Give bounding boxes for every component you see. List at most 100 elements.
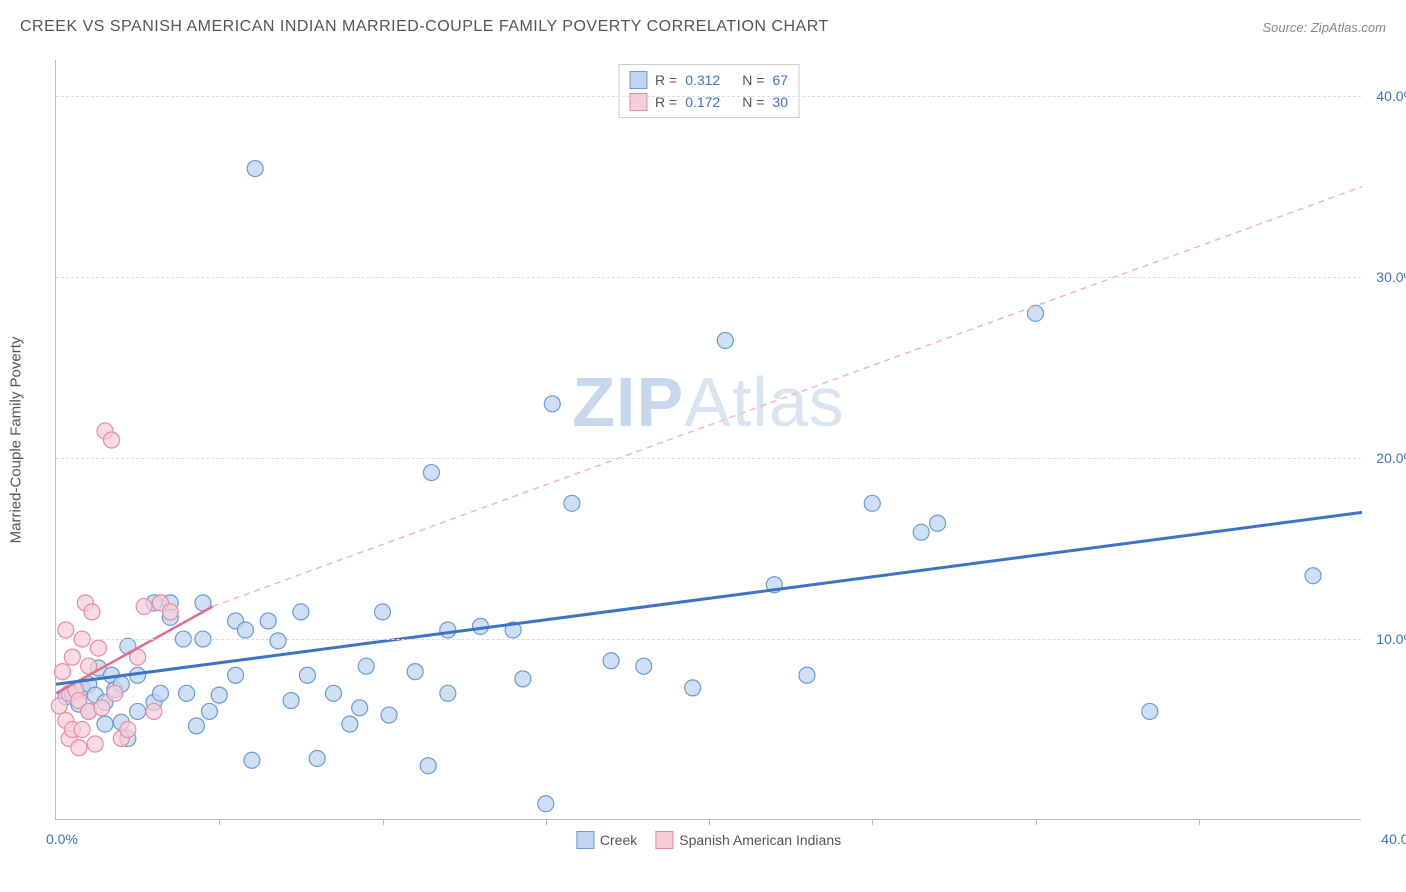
data-point <box>930 515 946 531</box>
legend-r-value: 0.312 <box>685 72 720 88</box>
data-point <box>309 750 325 766</box>
data-point <box>136 598 152 614</box>
data-point <box>717 332 733 348</box>
source-name: ZipAtlas.com <box>1311 20 1386 35</box>
data-point <box>162 604 178 620</box>
legend-n-label: N = <box>742 72 764 88</box>
x-tick <box>1036 819 1037 825</box>
data-point <box>423 465 439 481</box>
data-point <box>420 758 436 774</box>
x-tick <box>872 819 873 825</box>
data-point <box>352 700 368 716</box>
data-point <box>179 685 195 701</box>
data-point <box>260 613 276 629</box>
data-point <box>544 396 560 412</box>
chart-header: CREEK VS SPANISH AMERICAN INDIAN MARRIED… <box>20 18 1386 36</box>
legend-row: R =0.172N =30 <box>629 91 788 113</box>
legend-r-label: R = <box>655 72 677 88</box>
y-tick-label: 40.0% <box>1366 88 1406 104</box>
data-point <box>244 752 260 768</box>
data-point <box>211 687 227 703</box>
data-point <box>237 622 253 638</box>
legend-item: Creek <box>576 831 637 849</box>
data-point <box>358 658 374 674</box>
data-point <box>87 736 103 752</box>
data-point <box>381 707 397 723</box>
data-point <box>515 671 531 687</box>
data-point <box>90 640 106 656</box>
source-label: Source: ZipAtlas.com <box>1262 20 1386 35</box>
legend-swatch <box>655 831 673 849</box>
data-point <box>1142 703 1158 719</box>
data-point <box>130 703 146 719</box>
legend-n-value: 67 <box>772 72 788 88</box>
legend-row: R = 0.312 N = 67 <box>629 69 788 91</box>
data-point <box>636 658 652 674</box>
y-axis-label: Married-Couple Family Poverty <box>8 336 25 543</box>
x-tick <box>709 819 710 825</box>
data-point <box>228 667 244 683</box>
data-point <box>188 718 204 734</box>
data-point <box>913 524 929 540</box>
data-point <box>201 703 217 719</box>
series-legend: Creek Spanish American Indians <box>576 831 841 849</box>
x-axis-max-label: 40.0% <box>1381 831 1406 847</box>
data-point <box>270 633 286 649</box>
plot-svg <box>56 60 1361 819</box>
gridline <box>56 96 1361 97</box>
legend-item: Spanish American Indians <box>655 831 841 849</box>
data-point <box>407 664 423 680</box>
legend-swatch <box>576 831 594 849</box>
data-point <box>146 703 162 719</box>
data-point <box>247 161 263 177</box>
data-point <box>120 722 136 738</box>
y-tick-label: 30.0% <box>1366 269 1406 285</box>
data-point <box>71 740 87 756</box>
trend-line <box>56 512 1362 684</box>
data-point <box>799 667 815 683</box>
data-point <box>58 622 74 638</box>
correlation-legend: R = 0.312 N = 67 R =0.172N =30 <box>618 64 799 118</box>
trend-line-extrapolated <box>213 187 1362 607</box>
data-point <box>152 685 168 701</box>
data-point <box>293 604 309 620</box>
data-point <box>440 685 456 701</box>
gridline <box>56 458 1361 459</box>
y-tick-label: 10.0% <box>1366 631 1406 647</box>
x-tick <box>383 819 384 825</box>
data-point <box>97 716 113 732</box>
legend-swatch <box>629 71 647 89</box>
x-tick <box>546 819 547 825</box>
data-point <box>564 495 580 511</box>
y-tick-label: 20.0% <box>1366 450 1406 466</box>
data-point <box>74 722 90 738</box>
gridline <box>56 277 1361 278</box>
data-point <box>342 716 358 732</box>
data-point <box>326 685 342 701</box>
data-point <box>299 667 315 683</box>
data-point <box>94 700 110 716</box>
gridline <box>56 639 1361 640</box>
source-prefix: Source: <box>1262 20 1310 35</box>
data-point <box>375 604 391 620</box>
data-point <box>440 622 456 638</box>
data-point <box>64 649 80 665</box>
legend-label: Spanish American Indians <box>679 832 841 848</box>
x-tick <box>1199 819 1200 825</box>
data-point <box>84 604 100 620</box>
data-point <box>603 653 619 669</box>
data-point <box>107 685 123 701</box>
data-point <box>685 680 701 696</box>
chart-title: CREEK VS SPANISH AMERICAN INDIAN MARRIED… <box>20 18 829 36</box>
data-point <box>104 432 120 448</box>
data-point <box>283 693 299 709</box>
data-point <box>538 796 554 812</box>
x-axis-min-label: 0.0% <box>46 831 78 847</box>
legend-label: Creek <box>600 832 637 848</box>
scatter-chart: ZIPAtlas Married-Couple Family Poverty 0… <box>55 60 1361 820</box>
plot-region: ZIPAtlas Married-Couple Family Poverty 0… <box>55 60 1361 820</box>
data-point <box>55 664 71 680</box>
x-tick <box>219 819 220 825</box>
data-point <box>1305 568 1321 584</box>
data-point <box>864 495 880 511</box>
